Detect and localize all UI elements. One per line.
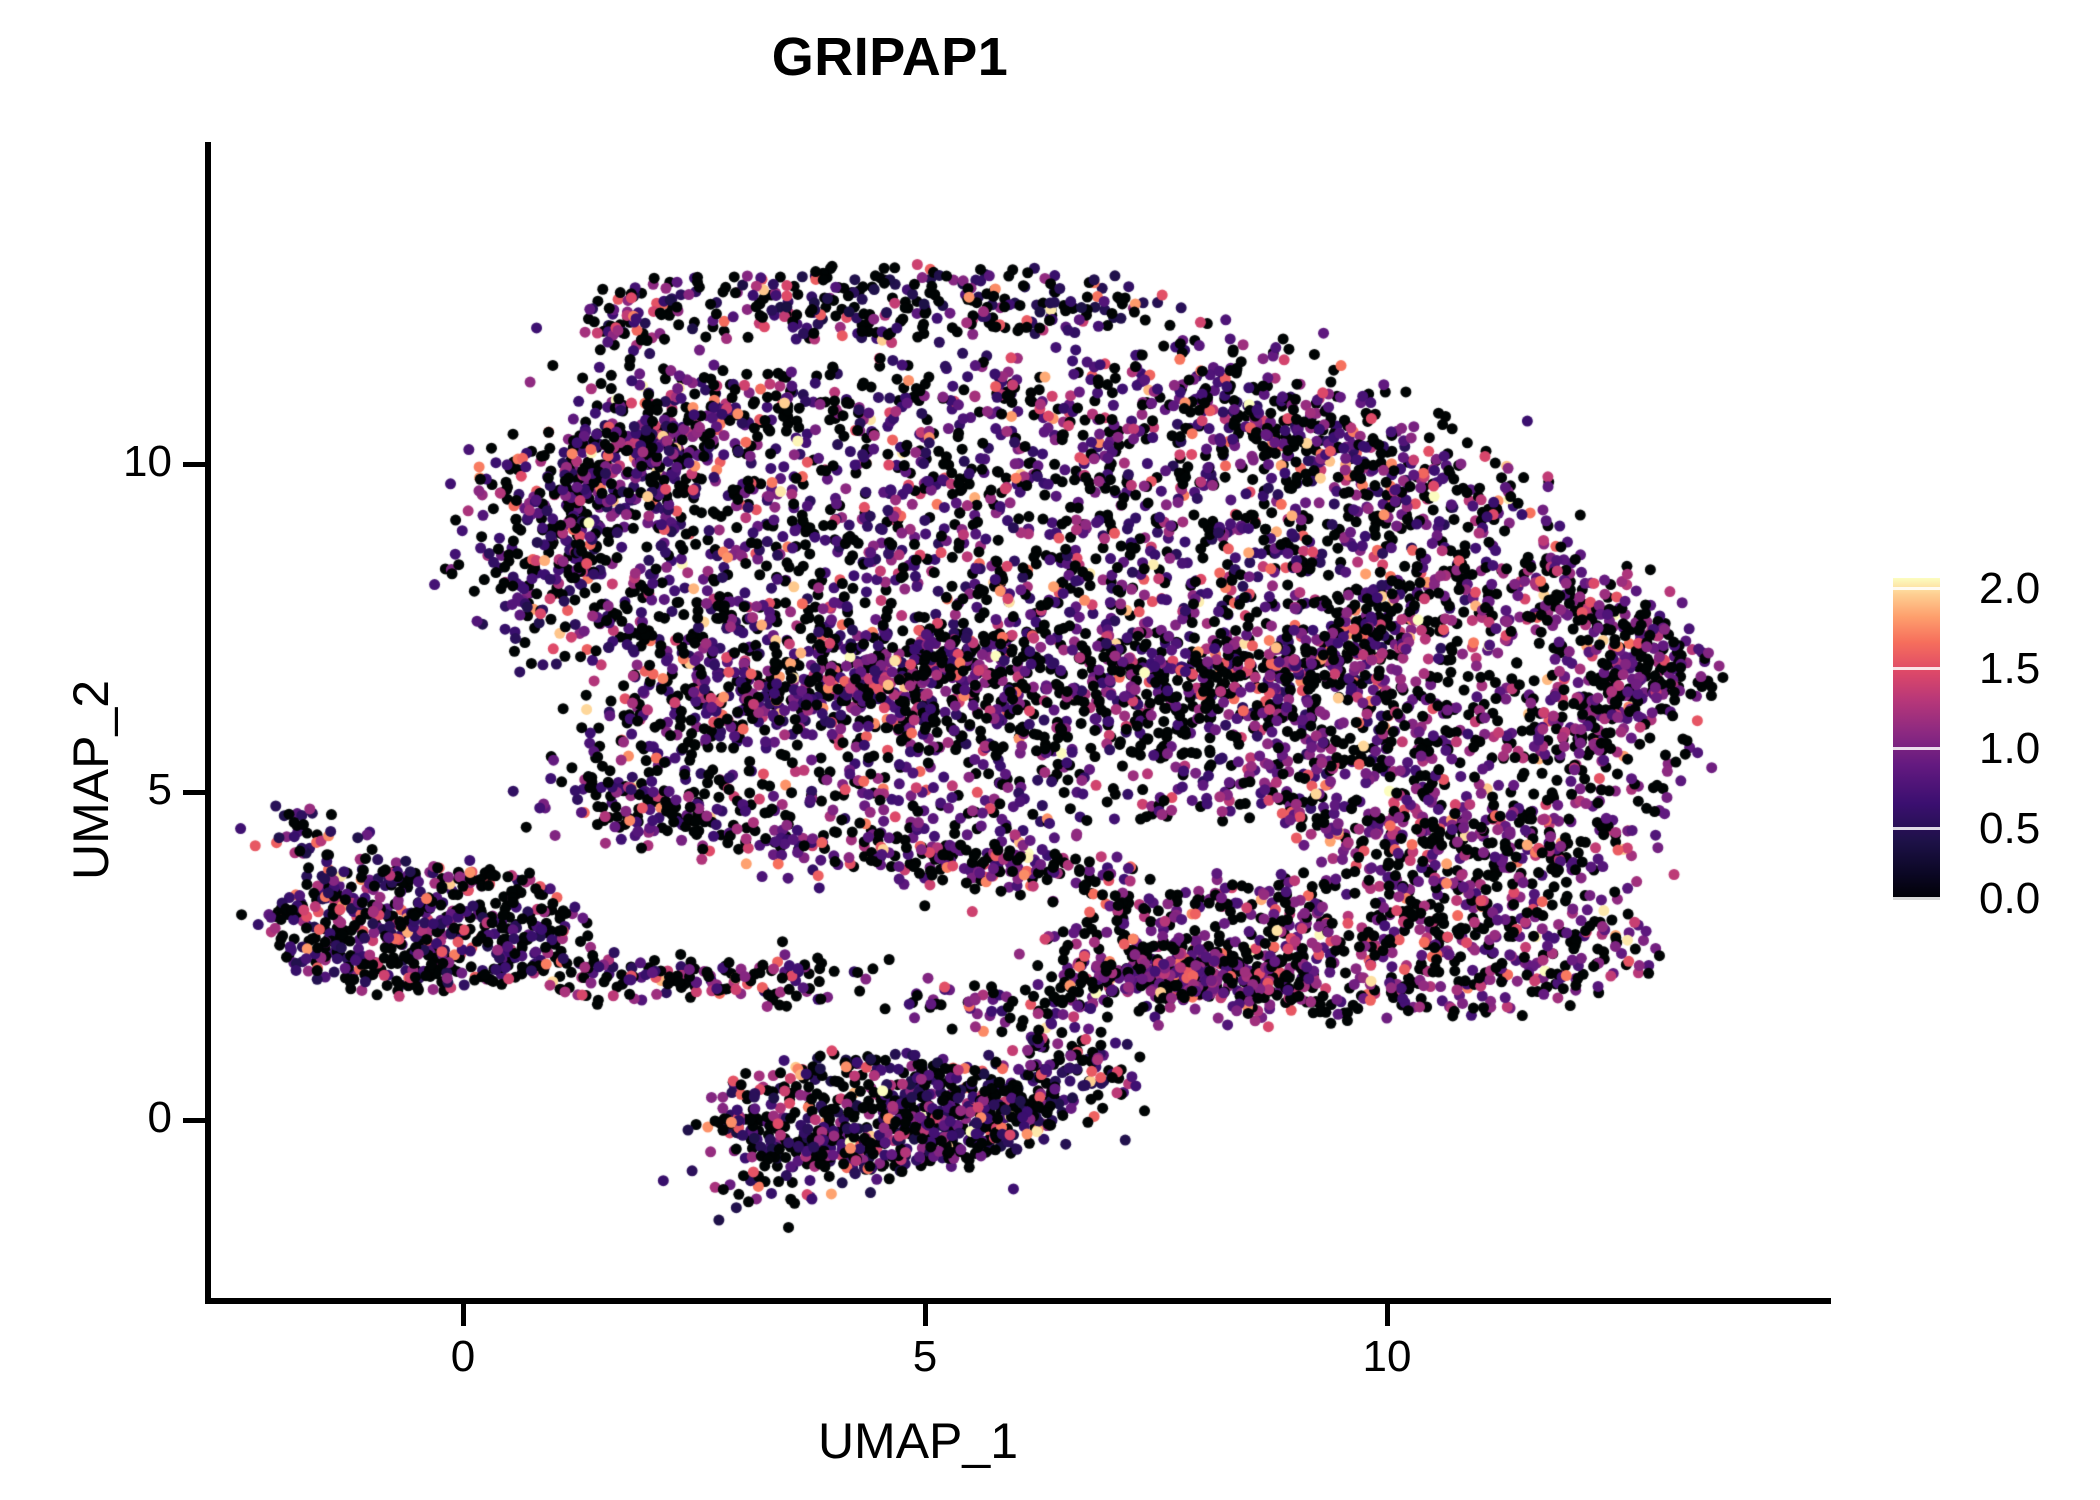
colorbar-tick-label: 0.5 [1979, 804, 2041, 853]
colorbar-tick [1893, 667, 1940, 670]
x-tick-label: 5 [912, 1332, 938, 1381]
x-tick-label: 10 [1362, 1332, 1412, 1381]
scatter-points-canvas [205, 142, 1831, 1304]
x-tick-label: 0 [450, 1332, 476, 1381]
colorbar-tick-label: 1.5 [1979, 644, 2041, 693]
colorbar-tick [1893, 827, 1940, 830]
colorbar-tick-label: 2.0 [1979, 564, 2041, 613]
y-tick-label: 0 [147, 1093, 172, 1142]
y-tick-mark [183, 462, 205, 467]
y-tick-mark [183, 1118, 205, 1123]
colorbar-gradient [1893, 578, 1940, 900]
page-title: GRIPAP1 [771, 27, 1009, 87]
colorbar-tick [1893, 747, 1940, 750]
colorbar-tick-label: 0.0 [1979, 874, 2041, 923]
x-tick-mark [923, 1304, 928, 1326]
x-axis-title: UMAP_1 [817, 1413, 1019, 1469]
scatter-plot-area [205, 142, 1831, 1304]
colorbar-tick [1893, 897, 1940, 900]
x-tick-mark [461, 1304, 466, 1326]
colorbar-tick-label: 1.0 [1979, 724, 2041, 773]
y-tick-label: 5 [147, 765, 172, 814]
colorbar-legend: 2.0 1.5 1.0 0.5 0.0 [1893, 564, 2093, 923]
y-tick-label: 10 [123, 437, 172, 486]
y-axis-title: UMAP_2 [63, 679, 119, 880]
colorbar-tick [1893, 587, 1940, 590]
x-tick-mark [1385, 1304, 1390, 1326]
y-tick-mark [183, 790, 205, 795]
